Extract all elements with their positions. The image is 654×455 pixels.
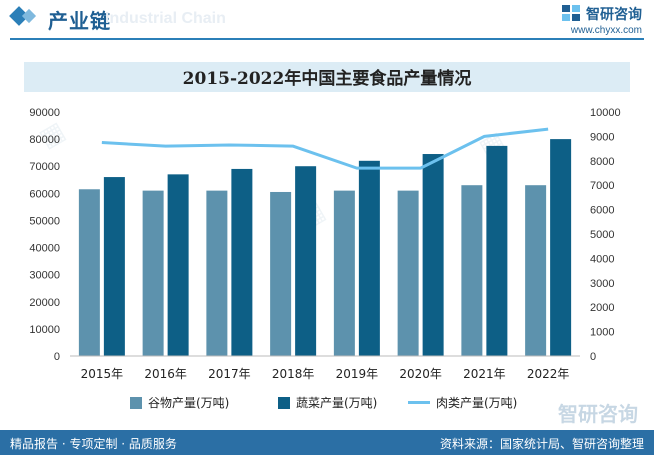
legend-swatch-vegetable xyxy=(278,397,290,409)
y-left-tick-label: 30000 xyxy=(29,270,60,282)
y-right-tick-label: 0 xyxy=(590,351,596,363)
y-left-tick-label: 40000 xyxy=(29,243,60,255)
footer-slogan: 精品报告 · 专项定制 · 品质服务 xyxy=(10,437,177,451)
y-left-tick-label: 50000 xyxy=(29,215,60,227)
chart-title: 2015-2022年中国主要食品产量情况 xyxy=(182,69,472,89)
left-y-axis: 0 10000 20000 30000 40000 50000 60000 70000 8000… xyxy=(29,107,60,363)
legend-swatch-meat xyxy=(408,401,430,404)
food-production-chart: 0100002000030000400005000060000700008000… xyxy=(29,107,621,381)
bar-vegetable xyxy=(550,139,572,356)
y-right-tick-label: 8000 xyxy=(590,156,614,168)
y-left-tick-label: 70000 xyxy=(29,161,60,173)
chart-title-band xyxy=(24,62,630,92)
x-tick-label: 2020年 xyxy=(399,367,442,381)
brand-logo-icon xyxy=(562,5,580,21)
bar-vegetable xyxy=(486,145,508,356)
footer-source: 资料来源：国家统计局、智研咨询整理 xyxy=(439,437,644,451)
bar-grain xyxy=(333,190,355,356)
x-tick-label: 2018年 xyxy=(272,367,315,381)
x-tick-label: 2016年 xyxy=(144,367,187,381)
legend-item-vegetable: 蔬菜产量(万吨) xyxy=(278,394,377,411)
header-divider xyxy=(10,38,644,40)
bar-grain xyxy=(206,190,228,356)
y-left-tick-label: 0 xyxy=(54,351,60,363)
y-right-tick-label: 6000 xyxy=(590,205,614,217)
y-right-tick-label: 1000 xyxy=(590,327,614,339)
right-y-axis: 0 1000 2000 3000 4000 5000 6000 7000 8000 9000 100… xyxy=(590,107,621,363)
y-right-tick-label: 7000 xyxy=(590,180,614,192)
legend-swatch-grain xyxy=(130,397,142,409)
legend-item-meat: 肉类产量(万吨) xyxy=(408,394,517,411)
bar-grain xyxy=(397,190,419,356)
legend-label-meat: 肉类产量(万吨) xyxy=(436,396,518,410)
line-meat xyxy=(101,127,549,170)
bar-vegetable xyxy=(231,168,253,356)
y-right-tick-label: 2000 xyxy=(590,302,614,314)
bar-vegetable xyxy=(295,166,317,356)
page-header: 产业链 Industrial Chain 智研咨询 www.chyxx.com xyxy=(0,0,654,38)
bar-vegetable xyxy=(358,160,380,356)
page-footer: 精品报告 · 专项定制 · 品质服务 资料来源：国家统计局、智研咨询整理 xyxy=(0,430,654,455)
y-right-tick-label: 3000 xyxy=(590,278,614,290)
x-axis: 2015年 2016年 2017年 2018年 2019年 2020年 2021年 2022年 xyxy=(70,355,580,381)
bar-grain xyxy=(525,185,547,356)
section-title: 产业链 xyxy=(48,9,111,33)
y-left-tick-label: 60000 xyxy=(29,188,60,200)
bar-grain xyxy=(270,191,292,356)
y-right-tick-label: 9000 xyxy=(590,131,614,143)
y-right-tick-label: 10000 xyxy=(590,107,621,119)
bar-vegetable xyxy=(422,154,444,356)
y-left-tick-label: 80000 xyxy=(29,134,60,146)
brand-url: www.chyxx.com xyxy=(570,25,642,36)
y-right-tick-label: 5000 xyxy=(590,229,614,241)
brand-name: 智研咨询 xyxy=(562,4,642,24)
x-tick-label: 2019年 xyxy=(336,367,379,381)
x-tick-label: 2021年 xyxy=(463,367,506,381)
legend-item-grain: 谷物产量(万吨) xyxy=(130,394,229,411)
x-tick-label: 2017年 xyxy=(208,367,251,381)
brand-block: 智研咨询 www.chyxx.com xyxy=(562,4,642,36)
y-right-tick-label: 4000 xyxy=(590,253,614,265)
bar-grain xyxy=(142,190,164,356)
bar-series xyxy=(78,139,572,356)
y-left-tick-label: 10000 xyxy=(29,324,60,336)
y-left-tick-label: 90000 xyxy=(29,107,60,119)
section-subtitle-ghost: Industrial Chain xyxy=(105,10,226,27)
legend-label-grain: 谷物产量(万吨) xyxy=(148,396,230,410)
bar-vegetable xyxy=(103,177,125,356)
line-series xyxy=(101,127,549,170)
bar-vegetable xyxy=(167,174,189,356)
brand-name-text: 智研咨询 xyxy=(586,7,642,23)
bar-grain xyxy=(78,189,100,356)
x-tick-label: 2015年 xyxy=(81,367,124,381)
watermark-brand: 智研咨询 xyxy=(558,402,638,426)
bar-grain xyxy=(461,185,483,356)
chart-legend: 谷物产量(万吨) 蔬菜产量(万吨) 肉类产量(万吨) xyxy=(130,394,550,414)
legend-label-vegetable: 蔬菜产量(万吨) xyxy=(296,396,378,410)
x-tick-label: 2022年 xyxy=(527,367,570,381)
y-left-tick-label: 20000 xyxy=(29,297,60,309)
